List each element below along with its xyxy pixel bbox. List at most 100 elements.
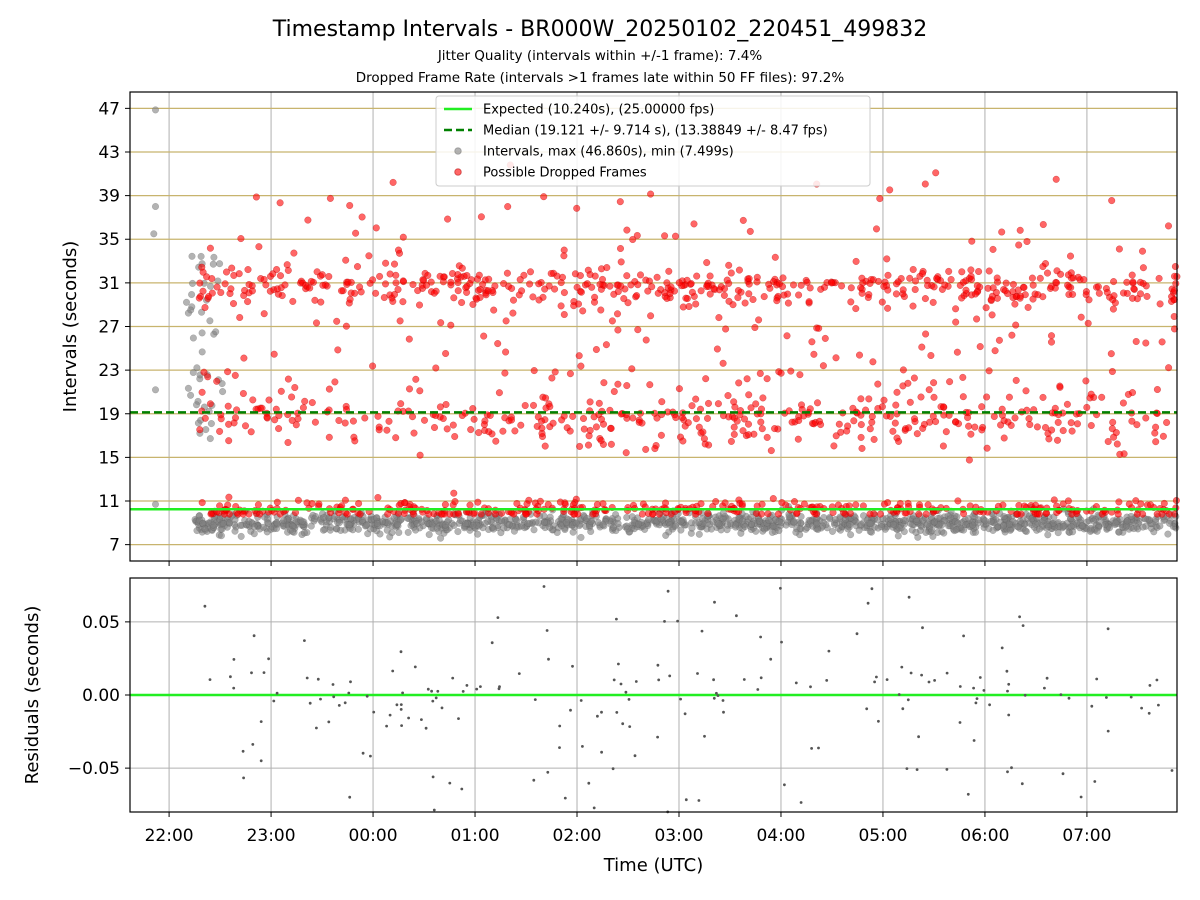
dropped-frame-point bbox=[1011, 300, 1019, 308]
dropped-frame-point bbox=[346, 201, 354, 210]
dropped-frame-point bbox=[437, 319, 445, 327]
dropped-frame-point bbox=[756, 369, 764, 378]
dropped-frame-point bbox=[738, 500, 746, 508]
intervals-y-tick-label: 43 bbox=[98, 143, 120, 163]
dropped-frame-point bbox=[797, 281, 805, 289]
interval-point bbox=[769, 522, 777, 530]
interval-point bbox=[790, 518, 798, 526]
residual-point bbox=[634, 680, 638, 683]
dropped-frame-point bbox=[241, 422, 250, 430]
dropped-frame-point bbox=[392, 434, 400, 442]
dropped-frame-point bbox=[401, 499, 409, 507]
dropped-frame-point bbox=[372, 224, 380, 232]
dropped-frame-point bbox=[769, 495, 777, 503]
interval-point bbox=[738, 517, 746, 525]
dropped-frame-point bbox=[925, 386, 933, 394]
dropped-frame-point bbox=[1039, 263, 1047, 271]
dropped-frame-point bbox=[682, 294, 690, 302]
chart-subtitle-dropped: Dropped Frame Rate (intervals >1 frames … bbox=[356, 70, 845, 86]
interval-point bbox=[193, 527, 201, 535]
dropped-frame-point bbox=[256, 510, 264, 518]
dropped-frame-point bbox=[906, 398, 914, 406]
interval-point bbox=[231, 527, 239, 535]
dropped-frame-point bbox=[815, 324, 823, 332]
dropped-frame-point bbox=[591, 272, 599, 280]
dropped-frame-point bbox=[1063, 400, 1071, 408]
dropped-frame-point bbox=[448, 269, 457, 278]
dropped-frame-point bbox=[1059, 500, 1067, 508]
dropped-frame-point bbox=[858, 274, 866, 282]
residual-point bbox=[337, 704, 341, 707]
interval-point bbox=[1127, 512, 1135, 520]
interval-point bbox=[609, 523, 617, 531]
dropped-frame-point bbox=[409, 280, 417, 289]
residual-point bbox=[440, 706, 444, 710]
residual-point bbox=[909, 671, 913, 675]
interval-point bbox=[1123, 517, 1131, 525]
dropped-frame-point bbox=[551, 285, 559, 293]
legend-swatch-intervals bbox=[454, 147, 462, 155]
interval-point bbox=[386, 533, 394, 541]
dropped-frame-point bbox=[745, 391, 753, 399]
interval-point bbox=[1130, 525, 1138, 533]
dropped-frame-point bbox=[616, 244, 625, 253]
interval-point bbox=[150, 230, 158, 238]
interval-point bbox=[695, 530, 703, 538]
residual-point bbox=[457, 717, 460, 720]
dropped-frame-point bbox=[535, 296, 543, 304]
dropped-frame-point bbox=[1115, 245, 1123, 253]
interval-point bbox=[671, 522, 679, 530]
dropped-frame-point bbox=[733, 417, 741, 425]
dropped-frame-point bbox=[516, 276, 524, 284]
dropped-frame-point bbox=[436, 403, 444, 411]
residual-point bbox=[917, 735, 920, 739]
residual-point bbox=[1061, 772, 1065, 776]
residuals-y-axis-label: Residuals (seconds) bbox=[22, 606, 43, 785]
dropped-frame-point bbox=[929, 298, 937, 306]
residual-point bbox=[1007, 713, 1011, 717]
dropped-frame-point bbox=[852, 501, 860, 509]
dropped-frame-point bbox=[973, 282, 981, 290]
dropped-frame-point bbox=[1170, 325, 1179, 333]
dropped-frame-point bbox=[343, 510, 351, 518]
dropped-frame-point bbox=[1095, 289, 1103, 297]
dropped-frame-point bbox=[291, 383, 299, 392]
dropped-frame-point bbox=[647, 190, 655, 198]
dropped-frame-point bbox=[200, 368, 208, 376]
residual-point bbox=[615, 617, 618, 621]
residual-point bbox=[712, 696, 716, 700]
residual-point bbox=[962, 634, 965, 638]
residual-point bbox=[611, 767, 615, 771]
dropped-frame-point bbox=[1152, 423, 1160, 431]
residual-point bbox=[460, 787, 464, 791]
interval-point bbox=[259, 523, 267, 531]
dropped-frame-point bbox=[276, 199, 284, 207]
interval-point bbox=[524, 520, 532, 528]
dropped-frame-point bbox=[976, 343, 984, 351]
residual-point bbox=[546, 770, 550, 774]
dropped-frame-point bbox=[231, 371, 239, 379]
residual-point bbox=[696, 672, 699, 675]
dropped-frame-point bbox=[569, 501, 577, 509]
interval-point bbox=[404, 528, 412, 536]
interval-point bbox=[407, 521, 415, 530]
dropped-frame-point bbox=[1163, 418, 1171, 427]
interval-point bbox=[530, 526, 538, 534]
dropped-frame-point bbox=[586, 426, 594, 434]
residual-point bbox=[877, 719, 880, 723]
residual-point bbox=[319, 697, 322, 701]
interval-point bbox=[418, 518, 426, 526]
dropped-frame-point bbox=[1136, 278, 1144, 286]
dropped-frame-point bbox=[672, 414, 680, 422]
dropped-frame-point bbox=[590, 413, 598, 421]
dropped-frame-point bbox=[991, 347, 999, 355]
dropped-frame-point bbox=[1171, 262, 1179, 271]
dropped-frame-point bbox=[622, 449, 630, 457]
dropped-frame-point bbox=[502, 317, 510, 325]
dropped-frame-point bbox=[521, 401, 529, 410]
interval-point bbox=[217, 532, 225, 540]
dropped-frame-point bbox=[922, 330, 930, 338]
dropped-frame-point bbox=[1155, 274, 1163, 282]
interval-point bbox=[250, 530, 258, 538]
dropped-frame-point bbox=[416, 387, 424, 395]
